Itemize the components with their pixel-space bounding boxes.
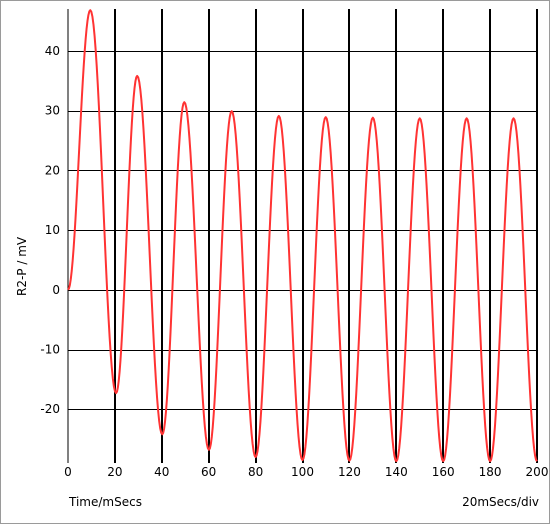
y-tick-label: 40	[45, 44, 60, 58]
series-point	[161, 433, 163, 435]
series-point	[536, 460, 538, 462]
series-point	[466, 117, 468, 119]
series-point	[442, 460, 444, 462]
x-tick-label: 80	[248, 465, 263, 479]
vertical-gridlines	[67, 9, 538, 463]
series-point	[136, 75, 138, 77]
y-tick-label: 0	[52, 283, 60, 297]
x-axis-label: Time/mSecs	[69, 495, 142, 509]
series-point	[419, 117, 421, 119]
y-axis-label: R2-P / mV	[15, 236, 29, 296]
x-tick-label: 20	[107, 465, 122, 479]
x-tick-label: 60	[201, 465, 216, 479]
series-line	[67, 9, 538, 463]
series-point	[513, 117, 515, 119]
x-tick-label: 40	[154, 465, 169, 479]
series-point	[348, 460, 350, 462]
series-point	[231, 110, 233, 112]
x-tick-label: 180	[479, 465, 502, 479]
y-tick-labels: -20 -10 0 10 20 30 40	[40, 44, 60, 416]
series-layer	[67, 9, 538, 463]
series-point	[278, 115, 280, 117]
series-point	[89, 9, 91, 11]
series-point	[208, 449, 210, 451]
series-point	[67, 289, 69, 291]
series-point	[489, 460, 491, 462]
y-tick-label: 10	[45, 223, 60, 237]
x-tick-label: 140	[385, 465, 408, 479]
x-tick-label: 160	[432, 465, 455, 479]
series-point	[395, 460, 397, 462]
x-tick-label: 120	[338, 465, 361, 479]
series-point	[302, 459, 304, 461]
x-tick-label: 100	[291, 465, 314, 479]
series-point	[115, 392, 117, 394]
y-tick-label: -20	[40, 402, 60, 416]
series-point	[183, 101, 185, 103]
y-tick-label: -10	[40, 343, 60, 357]
series-point	[325, 116, 327, 118]
series-point	[372, 117, 374, 119]
y-tick-label: 20	[45, 163, 60, 177]
x-tick-label: 0	[64, 465, 72, 479]
time-scale-label: 20mSecs/div	[462, 495, 539, 509]
y-tick-label: 30	[45, 104, 60, 118]
x-tick-labels: 0 20 40 60 80 100 120 140 160 180 200	[64, 465, 548, 479]
series-point	[255, 456, 257, 458]
x-tick-label: 200	[526, 465, 549, 479]
